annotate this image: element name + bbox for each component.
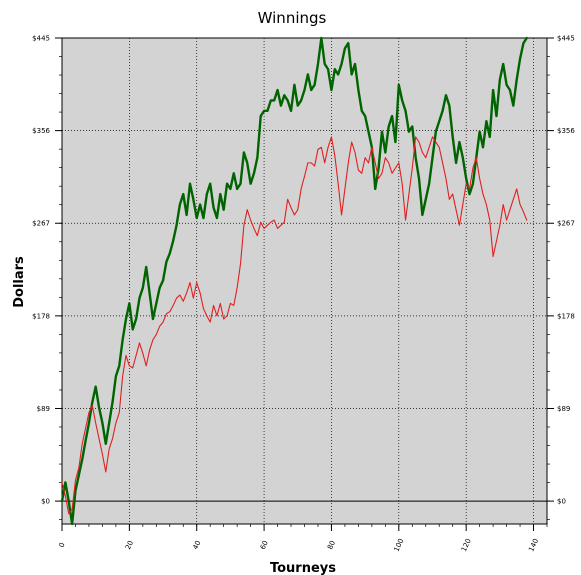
chart-title: Winnings bbox=[258, 9, 327, 27]
x-tick-label: 80 bbox=[326, 539, 337, 550]
plot-area bbox=[61, 37, 548, 525]
x-axis-title: Tourneys bbox=[270, 561, 336, 575]
y-tick-label-right: $445 bbox=[557, 35, 575, 43]
y-tick-label-right: $0 bbox=[557, 498, 566, 506]
y-tick-label-right: $267 bbox=[557, 220, 575, 228]
x-tick-label: 0 bbox=[58, 541, 67, 548]
series-2-line bbox=[61, 136, 528, 515]
y-tick-label-left: $356 bbox=[32, 127, 50, 135]
y-tick-label-right: $356 bbox=[557, 127, 575, 135]
y-tick-label-left: $89 bbox=[37, 405, 50, 413]
y-tick-label-left: $178 bbox=[32, 312, 50, 320]
y-axis-title: Dollars bbox=[12, 256, 27, 308]
y-tick-label-right: $178 bbox=[557, 312, 575, 320]
x-tick-label: 40 bbox=[191, 539, 202, 550]
y-tick-label-left: $445 bbox=[32, 35, 50, 43]
y-tick-label-left: $267 bbox=[32, 220, 50, 228]
x-tick-label: 20 bbox=[124, 539, 135, 550]
x-tick-label: 60 bbox=[259, 539, 270, 550]
y-tick-label-right: $89 bbox=[557, 405, 570, 413]
y-tick-label-left: $0 bbox=[41, 498, 50, 506]
series-1-line bbox=[60, 36, 528, 526]
